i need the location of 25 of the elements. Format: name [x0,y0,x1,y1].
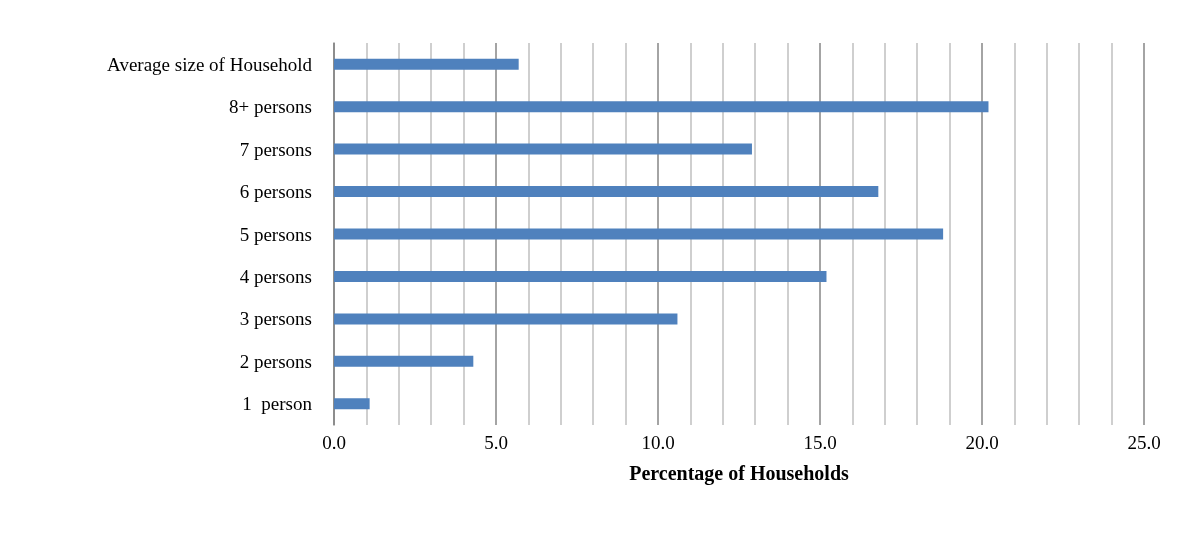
bar [334,58,519,70]
bar [334,101,989,113]
y-tick-label: Average size of Household [107,53,313,75]
x-tick-label: 20.0 [965,432,999,453]
y-tick-label: 5 persons [239,223,312,245]
bar [334,228,944,240]
x-tick-label: 15.0 [803,432,837,453]
x-axis-title: Percentage of Households [629,462,850,485]
x-tick-label: 25.0 [1127,432,1161,453]
bar [334,270,827,282]
x-tick-label: 0.0 [322,432,346,453]
y-tick-label: 2 persons [239,350,312,372]
x-tick-label: 5.0 [484,432,508,453]
y-tick-label: 6 persons [239,181,312,203]
y-tick-label: 1 person [242,393,313,415]
bar [334,186,879,198]
y-tick-label: 3 persons [239,308,312,330]
bar [334,355,474,367]
bar [334,398,370,410]
bar [334,143,752,155]
x-tick-label: 10.0 [641,432,675,453]
y-tick-label: 7 persons [239,138,312,160]
bar [334,313,678,325]
y-tick-label: 4 persons [239,265,312,287]
y-tick-label: 8+ persons [228,96,312,118]
